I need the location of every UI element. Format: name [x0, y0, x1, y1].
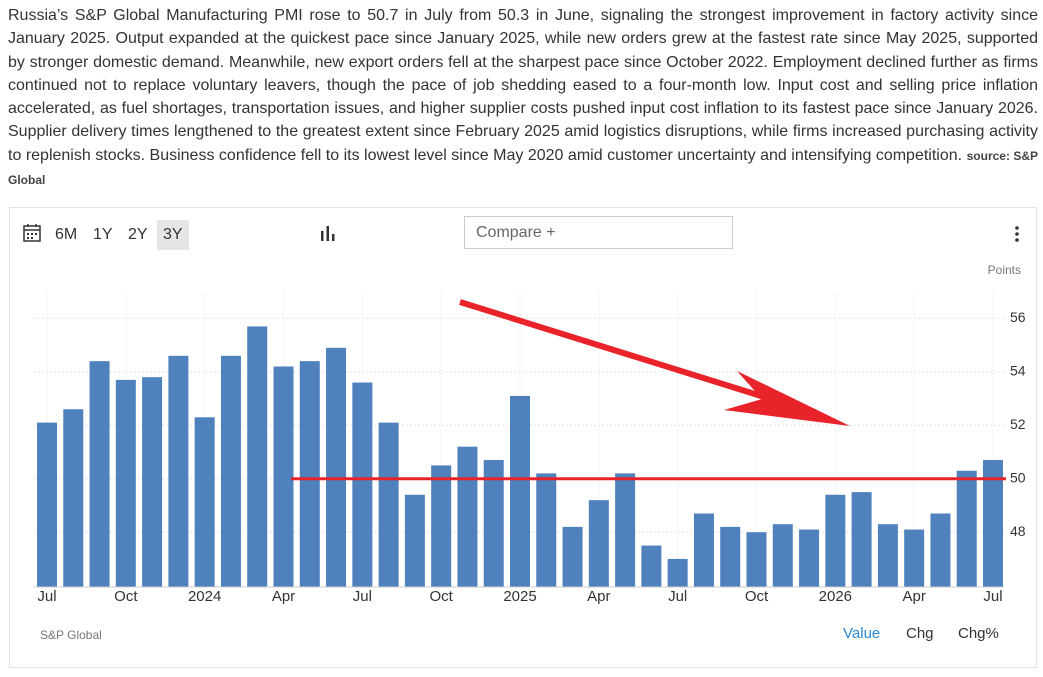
y-tick-label: 54: [1010, 363, 1026, 379]
x-tick-label: Apr: [587, 588, 610, 605]
bar: [746, 532, 767, 587]
footer-tab[interactable]: Value: [843, 625, 881, 642]
bar: [536, 473, 557, 587]
x-tick-label: 2026: [819, 588, 852, 605]
bar: [299, 361, 320, 587]
x-tick-label: 2024: [188, 588, 221, 605]
bar: [378, 422, 399, 587]
bar: [404, 494, 425, 587]
range-button[interactable]: 1Y: [93, 226, 113, 243]
plot: 48 50 52 54 56 Jul Oct 2024 Apr Jul Oct 2025 Apr Jul O…: [34, 293, 1026, 605]
footer-tab[interactable]: Chg%: [958, 625, 999, 642]
x-tick-label: Apr: [272, 588, 295, 605]
bar: [168, 355, 189, 587]
range-button[interactable]: 3Y: [157, 220, 189, 250]
footer-tab[interactable]: Chg: [906, 625, 934, 642]
x-tick-label: Jul: [983, 588, 1002, 605]
bar: [457, 446, 478, 587]
bar: [956, 470, 977, 587]
bar: [615, 473, 636, 587]
bar: [877, 524, 898, 587]
bar: [352, 382, 373, 587]
y-tick-label: 52: [1010, 416, 1026, 432]
bar: [983, 460, 1003, 587]
bar: [37, 422, 57, 587]
range-button[interactable]: 2Y: [128, 226, 148, 243]
bar: [194, 417, 215, 587]
bar: [851, 492, 872, 587]
source: source: S&P Global: [8, 148, 1039, 188]
bar: [825, 494, 846, 587]
range-button[interactable]: 6M: [55, 226, 78, 243]
bar: [904, 529, 925, 587]
compare-input[interactable]: Compare +: [464, 216, 733, 249]
y-tick-label: 50: [1010, 469, 1026, 485]
bar: [772, 524, 793, 587]
bar: [273, 366, 294, 587]
footer-source: S&P Global: [40, 628, 102, 642]
bar: [930, 513, 951, 587]
calendar-icon[interactable]: [22, 223, 42, 243]
bar: [483, 460, 504, 587]
y-axis-label: Points: [988, 263, 1021, 277]
description-block: Russia’s S&P Global Manufacturing PMI ro…: [8, 4, 1038, 192]
bar: [667, 558, 688, 587]
bar: [142, 377, 163, 587]
bar: [693, 513, 714, 587]
x-tick-label: Oct: [429, 588, 453, 605]
bar: [431, 465, 452, 587]
x-tick-label: Oct: [745, 588, 769, 605]
x-tick-label: Jul: [353, 588, 372, 605]
bar: [562, 526, 583, 587]
bar: [63, 409, 84, 587]
bar: [220, 355, 241, 587]
bar: [247, 326, 268, 587]
annotation-arrow-head: [724, 371, 850, 426]
bar: [115, 379, 136, 587]
bar: [326, 347, 347, 587]
x-tick-label: Jul: [37, 588, 56, 605]
bar: [510, 395, 530, 587]
chart-panel: 6M 1Y 2Y 3Y Compare + S&P Global Value Chg Ch…: [9, 207, 1037, 668]
y-tick-label: 48: [1010, 523, 1026, 539]
bar: [641, 545, 662, 587]
x-tick-label: Jul: [668, 588, 687, 605]
bar: [720, 526, 741, 587]
bar: [799, 529, 820, 587]
x-tick-label: Oct: [114, 588, 138, 605]
menu-icon[interactable]: [1010, 225, 1024, 243]
x-tick-label: Apr: [902, 588, 925, 605]
description: Russia’s S&P Global Manufacturing PMI ro…: [8, 7, 1038, 164]
annotation-arrow-shaft: [459, 299, 791, 408]
bar: [89, 361, 110, 587]
x-tick-label: 2025: [503, 588, 536, 605]
bar: [588, 500, 609, 587]
chart-type-icon[interactable]: [319, 225, 337, 243]
y-tick-label: 56: [1010, 309, 1026, 325]
